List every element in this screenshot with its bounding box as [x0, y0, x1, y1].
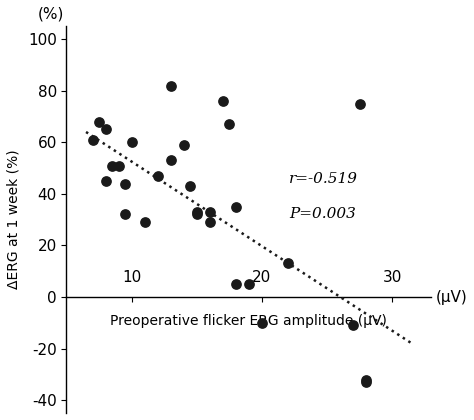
Point: [284, 260, 292, 267]
X-axis label: Preoperative flicker ERG amplitude (μV): Preoperative flicker ERG amplitude (μV): [110, 314, 387, 328]
Point: [245, 281, 253, 287]
Text: (μV): (μV): [435, 289, 467, 304]
Point: [219, 98, 227, 105]
Point: [186, 183, 194, 189]
Text: P=0.003: P=0.003: [289, 207, 356, 221]
Point: [102, 178, 109, 184]
Point: [193, 209, 201, 215]
Point: [167, 82, 174, 89]
Point: [206, 219, 214, 226]
Point: [108, 162, 116, 169]
Text: 20: 20: [252, 270, 272, 286]
Point: [154, 173, 162, 179]
Point: [232, 281, 240, 287]
Point: [180, 142, 188, 148]
Point: [232, 203, 240, 210]
Point: [121, 211, 129, 218]
Point: [258, 320, 266, 326]
Text: 30: 30: [383, 270, 402, 286]
Point: [363, 379, 370, 386]
Point: [167, 157, 174, 164]
Point: [102, 126, 109, 133]
Point: [115, 162, 122, 169]
Point: [193, 211, 201, 218]
Point: [121, 180, 129, 187]
Point: [128, 139, 136, 146]
Point: [89, 136, 96, 143]
Text: r=-0.519: r=-0.519: [289, 172, 358, 186]
Text: 10: 10: [122, 270, 141, 286]
Y-axis label: ΔERG at 1 week (%): ΔERG at 1 week (%): [7, 150, 21, 289]
Point: [349, 322, 357, 329]
Point: [356, 100, 364, 107]
Text: (%): (%): [37, 6, 64, 21]
Point: [363, 376, 370, 383]
Point: [95, 118, 103, 125]
Point: [141, 219, 148, 226]
Point: [206, 209, 214, 215]
Point: [226, 121, 233, 128]
